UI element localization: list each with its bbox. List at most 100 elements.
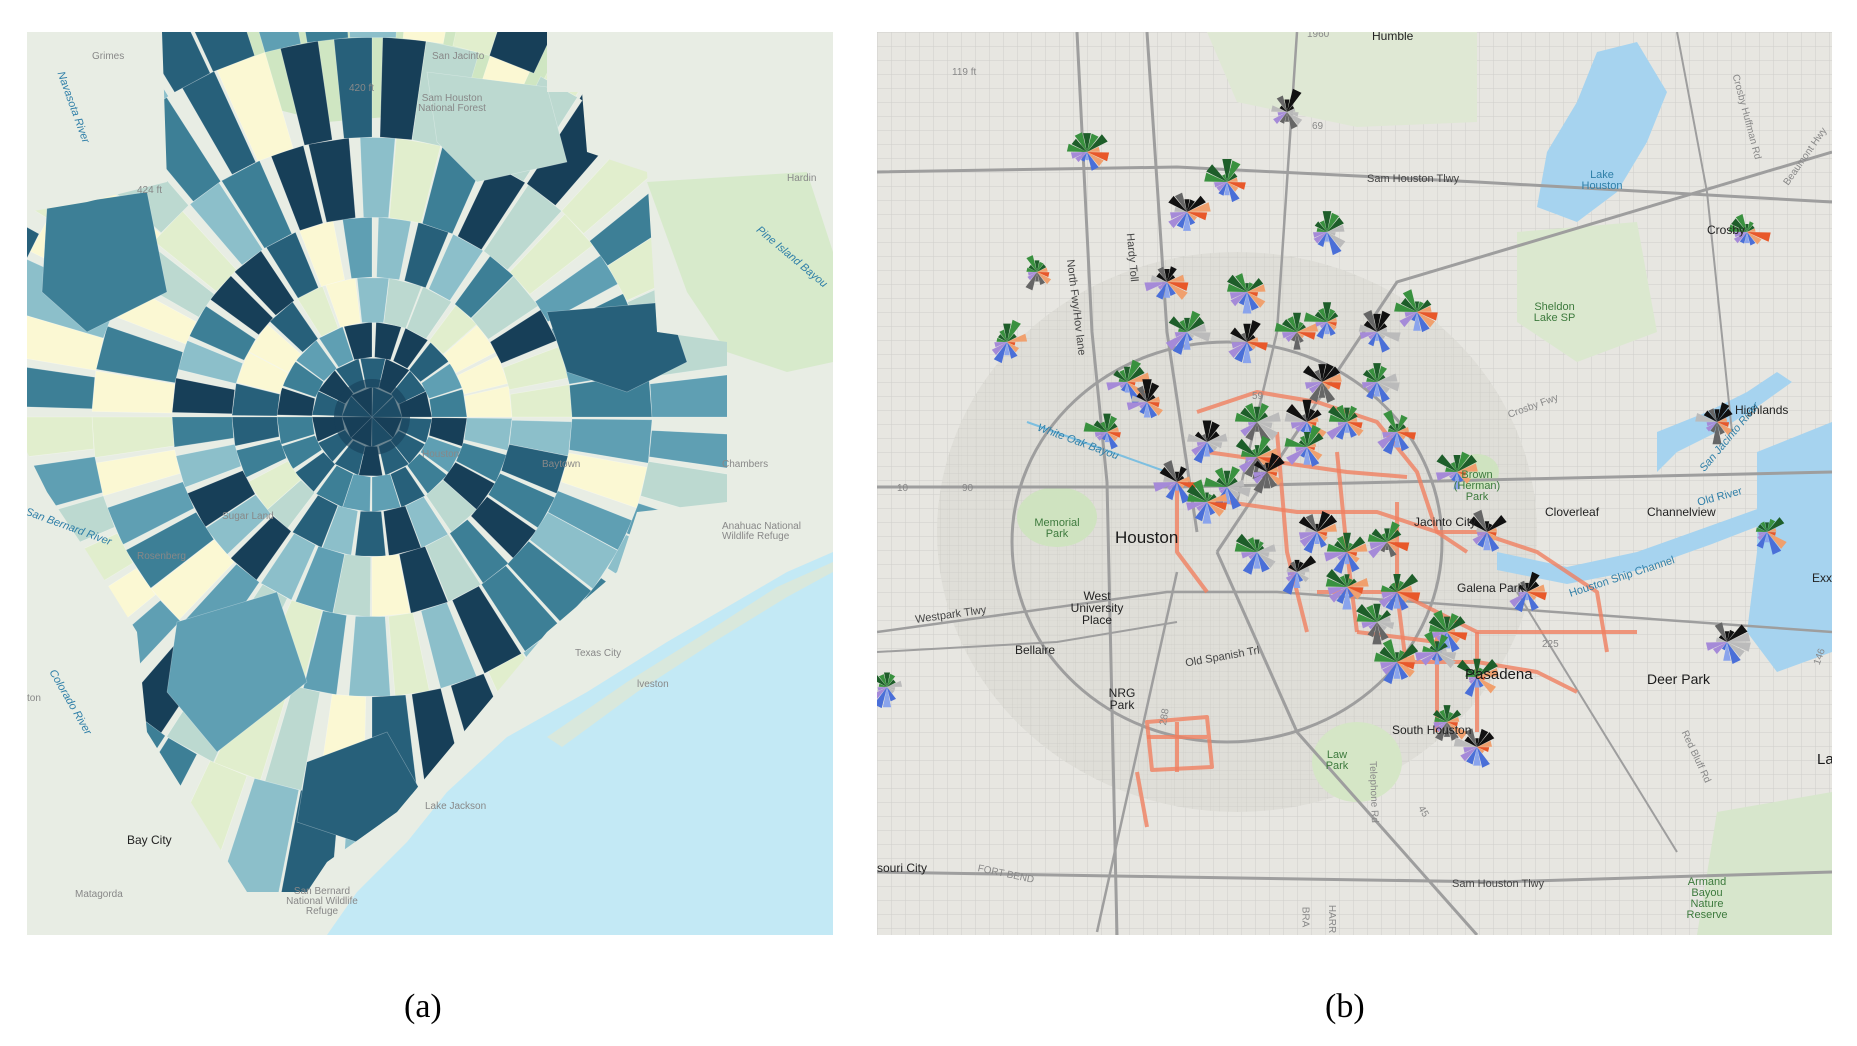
glyph-wedge xyxy=(1257,412,1281,422)
glyph-wedge xyxy=(1384,528,1390,542)
glyph-wedge xyxy=(1172,332,1187,355)
glyph-wedge xyxy=(1205,492,1209,502)
glyph-wedge xyxy=(1713,642,1727,655)
glyph-wedge xyxy=(1187,433,1207,442)
glyph-wedge xyxy=(1037,264,1047,272)
glyph-wedge xyxy=(1254,539,1260,552)
census-tract xyxy=(402,32,470,45)
glyph-wedge xyxy=(1344,574,1350,587)
census-tract xyxy=(27,309,104,371)
glyph-wedge xyxy=(1400,298,1417,312)
glyph-wedge xyxy=(991,342,1007,356)
glyph-wedge xyxy=(1287,112,1298,130)
traffic-glyph xyxy=(1066,132,1110,171)
glyph-wedge xyxy=(1437,652,1456,669)
glyph-wedge xyxy=(1322,211,1332,232)
census-tract xyxy=(348,615,391,697)
traffic-glyph xyxy=(1728,214,1771,246)
glyph-wedge xyxy=(1385,592,1397,611)
glyph-wedge xyxy=(1317,532,1327,548)
glyph-wedge xyxy=(1377,332,1386,340)
glyph-wedge xyxy=(1428,624,1447,632)
glyph-wedge xyxy=(1508,584,1527,592)
glyph-wedge xyxy=(1262,464,1267,472)
glyph-wedge xyxy=(1087,134,1108,152)
glyph-wedge xyxy=(1317,532,1328,542)
glyph-wedge xyxy=(878,674,887,687)
glyph-wedge xyxy=(1336,535,1347,552)
glyph-wedge xyxy=(1276,95,1287,112)
glyph-wedge xyxy=(1429,645,1437,652)
glyph-wedge xyxy=(1147,402,1163,416)
glyph-wedge xyxy=(1187,212,1208,221)
glyph-wedge xyxy=(1286,404,1307,422)
glyph-wedge xyxy=(1066,143,1087,152)
glyph-wedge xyxy=(1288,564,1297,572)
glyph-wedge xyxy=(1307,409,1322,422)
traffic-glyph xyxy=(1456,658,1499,697)
glyph-wedge xyxy=(1473,747,1481,766)
glyph-wedge xyxy=(1186,484,1207,502)
glyph-wedge xyxy=(1247,342,1253,352)
label-missouri-city: souri City xyxy=(877,861,928,875)
glyph-wedge xyxy=(1253,460,1267,472)
glyph-wedge xyxy=(1397,592,1409,603)
label-exx: Exx xyxy=(1812,571,1832,585)
glyph-wedge xyxy=(1227,487,1242,510)
glyph-wedge xyxy=(1177,476,1191,482)
glyph-wedge xyxy=(1087,133,1099,152)
glyph-wedge xyxy=(1257,552,1276,568)
glyph-wedge xyxy=(1397,662,1415,678)
traffic-glyph xyxy=(1253,452,1285,494)
glyph-wedge xyxy=(1733,232,1747,244)
glyph-wedge xyxy=(1456,659,1477,677)
glyph-wedge xyxy=(1227,479,1245,487)
glyph-wedge xyxy=(1327,217,1344,232)
glyph-wedge xyxy=(1302,399,1312,422)
glyph-wedge xyxy=(1447,709,1462,722)
traffic-glyph xyxy=(1271,88,1303,130)
glyph-wedge xyxy=(1245,422,1257,441)
glyph-wedge xyxy=(1028,264,1037,272)
glyph-wedge xyxy=(1356,613,1377,622)
glyph-wedge xyxy=(1411,312,1417,322)
glyph-wedge xyxy=(1034,260,1040,272)
glyph-wedge xyxy=(1377,382,1390,403)
glyph-wedge xyxy=(1196,502,1207,512)
label-san-jacinto: San Jacinto xyxy=(432,51,485,62)
glyph-wedge xyxy=(1443,705,1451,722)
glyph-wedge xyxy=(1717,422,1725,435)
glyph-wedge xyxy=(1734,232,1747,238)
glyph-wedge xyxy=(1245,283,1249,292)
traffic-glyph xyxy=(1153,460,1197,504)
glyph-wedge xyxy=(1483,532,1491,551)
glyph-wedge xyxy=(1325,578,1347,587)
census-tract xyxy=(452,32,534,56)
glyph-map-panel: Humble 1960 119 ft Sam Houston Tlwy Sam … xyxy=(877,32,1832,935)
glyph-wedge xyxy=(1377,323,1388,332)
glyph-wedge xyxy=(882,687,892,708)
traffic-glyph xyxy=(1468,509,1507,552)
glyph-wedge xyxy=(1167,274,1176,282)
glyph-wedge xyxy=(1468,516,1487,532)
glyph-wedge xyxy=(1094,432,1107,438)
glyph-wedge xyxy=(1477,668,1499,677)
glyph-wedge xyxy=(1347,552,1360,573)
census-tract xyxy=(101,32,211,93)
glyph-wedge xyxy=(1718,634,1727,642)
glyph-wedge xyxy=(1347,422,1357,438)
glyph-wedge xyxy=(1243,323,1251,342)
glyph-wedge xyxy=(1379,592,1397,608)
census-tract xyxy=(166,591,308,753)
glyph-wedge xyxy=(1287,316,1297,332)
label-telephone-rd: Telephone Rd xyxy=(1366,760,1380,824)
glyph-wedge xyxy=(1397,650,1405,662)
glyph-wedge xyxy=(1322,373,1342,382)
glyph-wedge xyxy=(1327,232,1346,248)
glyph-wedge xyxy=(1347,578,1369,587)
choropleth-map xyxy=(27,32,833,935)
glyph-wedge xyxy=(1227,487,1251,497)
traffic-glyph xyxy=(1227,273,1266,314)
traffic-glyph xyxy=(1326,404,1364,440)
glyph-wedge xyxy=(1457,472,1464,483)
